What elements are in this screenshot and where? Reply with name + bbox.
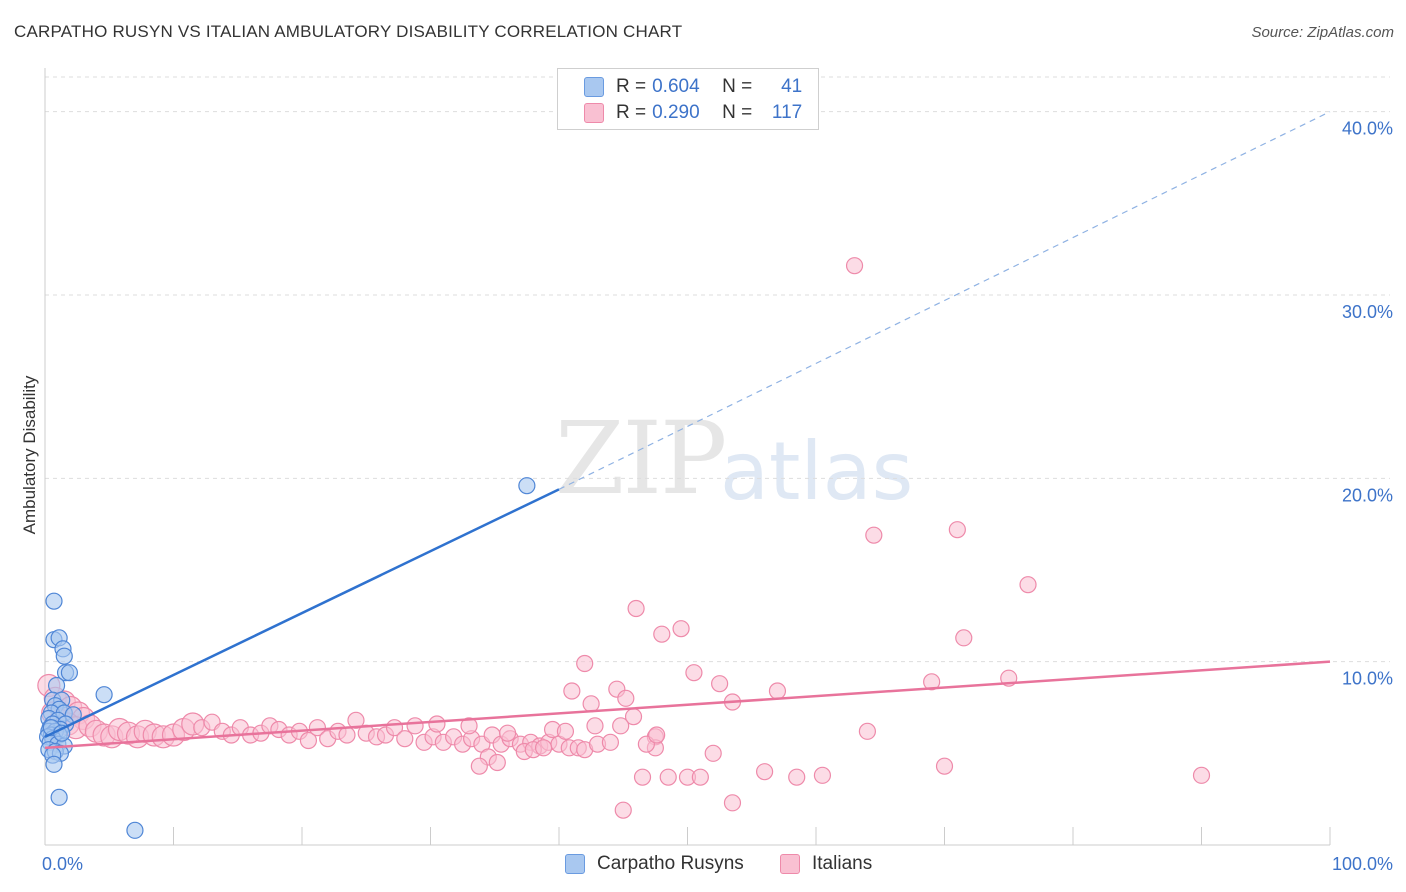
- y-tick-label: 20.0%: [1342, 485, 1393, 505]
- trend-lines: [44, 111, 1331, 750]
- point-italians: [617, 689, 635, 707]
- point-italians: [627, 599, 645, 618]
- bottom-legend-swatch-blue: [565, 854, 585, 874]
- point-italians: [672, 620, 690, 638]
- series-carpatho-rusyns: [38, 477, 536, 839]
- axis-labels: 10.0% 20.0% 30.0% 40.0% 0.0% 100.0% Ambulatory…: [20, 119, 1393, 874]
- point-italians: [813, 766, 832, 784]
- point-italians: [347, 711, 365, 729]
- point-italians: [460, 717, 478, 735]
- bottom-legend-label: Carpatho Rusyns: [597, 853, 744, 874]
- point-italians: [691, 768, 709, 786]
- watermark-atlas: atlas: [720, 425, 914, 518]
- point-carpatho-rusyns: [126, 821, 144, 839]
- point-italians: [586, 717, 604, 735]
- point-italians: [948, 521, 966, 539]
- point-carpatho-rusyns: [60, 664, 79, 682]
- legend-n-value: 41: [781, 76, 803, 97]
- point-italians: [723, 794, 742, 812]
- point-italians: [1019, 576, 1037, 594]
- point-carpatho-rusyns: [95, 686, 113, 704]
- point-italians: [935, 757, 954, 775]
- y-tick-label: 30.0%: [1342, 302, 1393, 322]
- watermark-zip: ZIP: [555, 400, 727, 517]
- chart-title: CARPATHO RUSYN VS ITALIAN AMBULATORY DIS…: [14, 22, 683, 41]
- point-italians: [768, 682, 787, 700]
- legend-n-value: 117: [771, 102, 803, 123]
- legend-r-label: R =: [616, 76, 647, 97]
- point-carpatho-rusyns: [518, 477, 536, 495]
- y-tick-label: 40.0%: [1342, 119, 1393, 139]
- point-italians: [659, 768, 677, 786]
- point-italians: [308, 719, 327, 737]
- point-italians: [612, 717, 630, 735]
- bottom-legend-swatch-pink: [780, 854, 800, 874]
- bottom-legend-label: Italians: [812, 853, 873, 874]
- point-italians: [576, 654, 594, 673]
- trend-carpatho-rusyns-extension: [558, 111, 1331, 490]
- trend-carpatho-rusyns: [44, 488, 560, 738]
- y-axis-label: Ambulatory Disability: [20, 375, 39, 534]
- point-italians: [633, 768, 652, 786]
- point-italians: [711, 675, 729, 693]
- legend-swatch-blue: [584, 77, 604, 97]
- x-tick-label-max: 100.0%: [1332, 854, 1393, 874]
- point-italians: [299, 731, 318, 750]
- point-italians: [534, 739, 553, 757]
- point-carpatho-rusyns: [55, 647, 73, 665]
- point-carpatho-rusyns: [45, 755, 63, 773]
- point-italians: [601, 733, 620, 751]
- trend-italians: [44, 660, 1331, 750]
- point-italians: [582, 695, 600, 713]
- point-italians: [653, 625, 671, 643]
- point-italians: [788, 768, 806, 786]
- point-italians: [648, 726, 666, 744]
- legend-n-label: N =: [722, 102, 753, 123]
- source-label: Source: ZipAtlas.com: [1251, 24, 1394, 41]
- point-italians: [704, 744, 722, 762]
- point-italians: [396, 730, 414, 748]
- point-italians: [488, 753, 506, 772]
- point-italians: [755, 763, 774, 781]
- point-carpatho-rusyns: [45, 592, 63, 610]
- point-italians: [406, 717, 424, 735]
- point-italians: [865, 526, 883, 544]
- point-carpatho-rusyns: [47, 676, 66, 695]
- point-carpatho-rusyns: [50, 788, 68, 806]
- point-italians: [685, 664, 703, 682]
- series-italians: [37, 257, 1211, 819]
- point-italians: [428, 715, 446, 733]
- grid-lines: [45, 76, 1390, 663]
- legend-swatch-pink: [584, 103, 604, 123]
- legend-r-value: 0.604: [652, 76, 700, 97]
- point-italians: [614, 801, 632, 819]
- legend-n-label: N =: [722, 76, 753, 97]
- point-italians: [1192, 766, 1211, 784]
- point-italians: [338, 726, 356, 744]
- point-italians: [499, 724, 517, 742]
- legend-r-label: R =: [616, 102, 647, 123]
- stats-legend: R = 0.604 N = 41 R = 0.290 N = 117: [557, 68, 819, 130]
- point-italians: [470, 757, 488, 775]
- x-tick-label-min: 0.0%: [42, 854, 83, 874]
- legend-row-carpatho-rusyns: R = 0.604 N = 41: [584, 75, 802, 99]
- point-italians: [955, 629, 973, 647]
- legend-r-value: 0.290: [652, 102, 700, 123]
- point-italians: [858, 722, 877, 740]
- point-italians: [556, 722, 575, 740]
- point-italians: [563, 682, 581, 700]
- point-italians: [923, 673, 941, 691]
- point-italians: [845, 257, 864, 275]
- y-tick-label: 10.0%: [1342, 669, 1393, 689]
- legend-row-italians: R = 0.290 N = 117: [584, 101, 802, 125]
- bottom-legend-carpatho-rusyns: Carpatho Rusyns: [565, 852, 744, 876]
- bottom-legend-italians: Italians: [780, 852, 872, 876]
